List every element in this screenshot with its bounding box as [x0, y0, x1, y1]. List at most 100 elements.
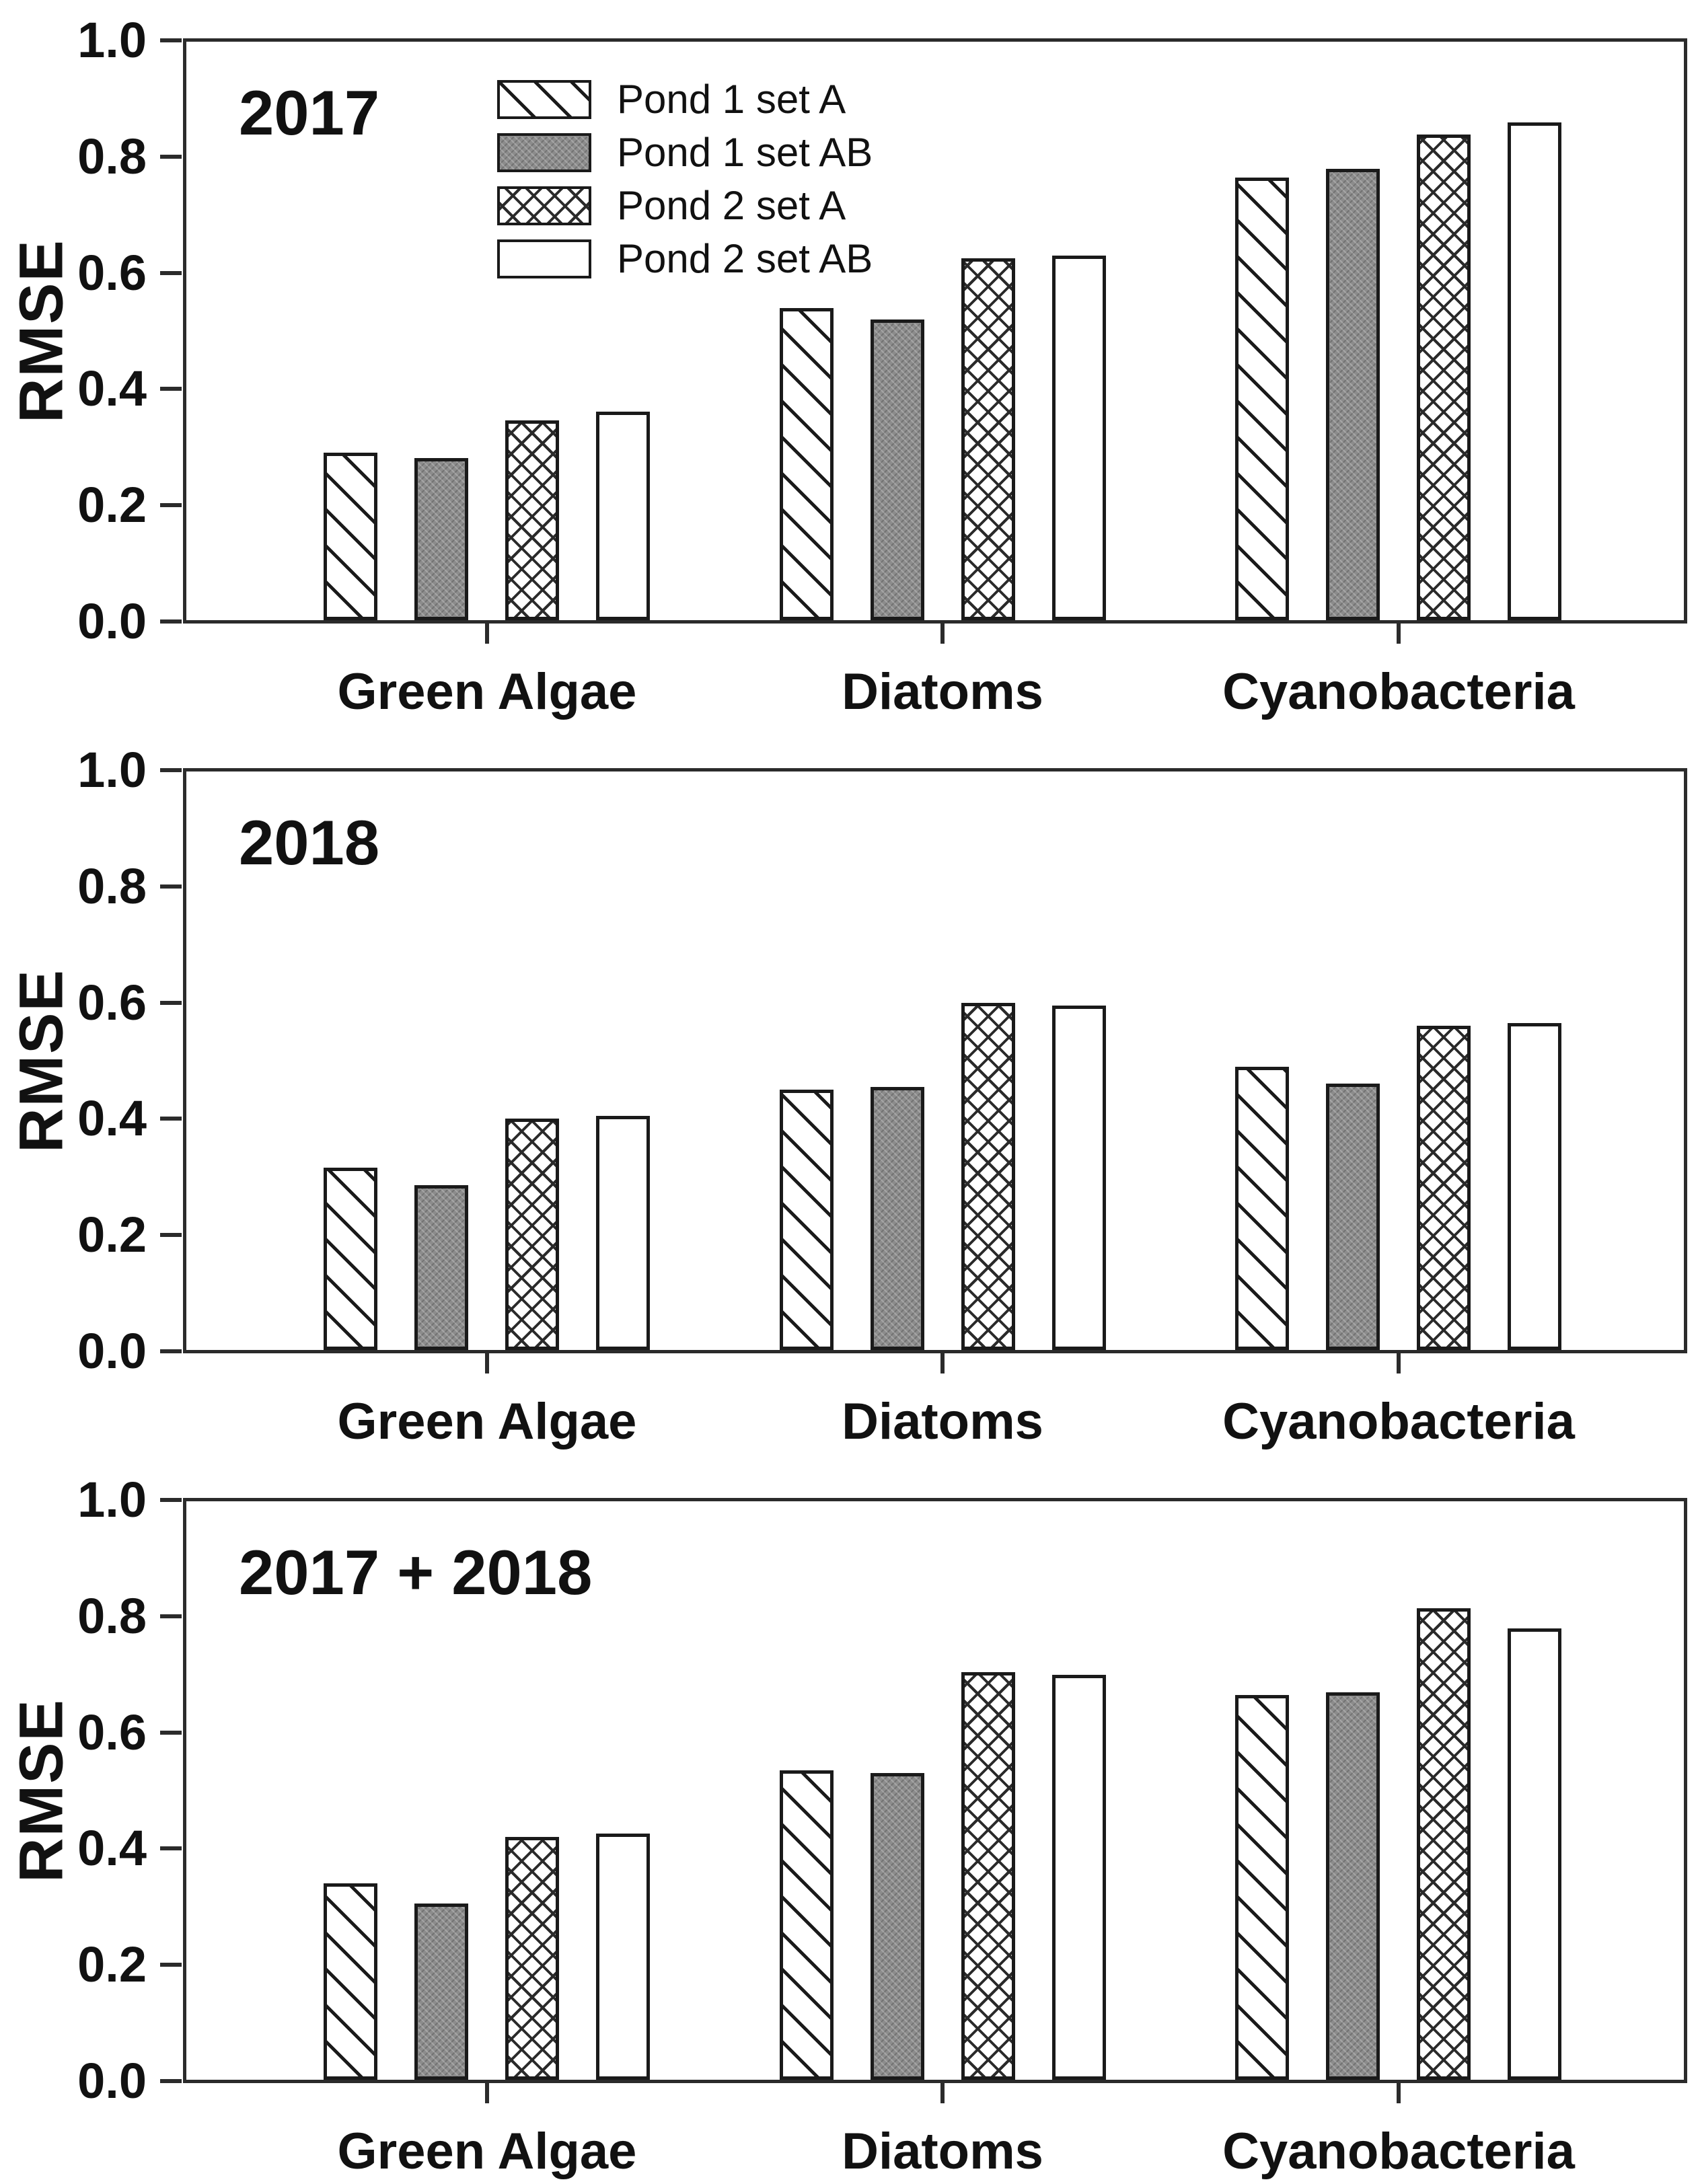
chart-panel-2017-2018: RMSE 2017 + 2018 0.0 0.2 0.4 0.6 0.8 1.0 Green… — [0, 1475, 1700, 2181]
y-axis-tick — [160, 155, 182, 159]
y-axis-tick-label: 0.6 — [77, 245, 147, 301]
y-axis-tick-label: 0.8 — [77, 1588, 147, 1644]
x-axis-tick — [940, 1353, 945, 1373]
y-axis-tick-label: 0.8 — [77, 858, 147, 914]
bar-diagonal-hatch — [1235, 1067, 1289, 1350]
x-axis-category-label: Cyanobacteria — [1222, 2123, 1575, 2180]
x-axis-tick — [1397, 624, 1401, 644]
y-axis-tick — [160, 38, 182, 42]
y-axis-tick-label: 1.0 — [77, 12, 147, 68]
x-axis-tick — [1397, 1353, 1401, 1373]
y-axis-tick — [160, 1846, 182, 1850]
y-axis-tick — [160, 1001, 182, 1005]
x-axis-category-label: Cyanobacteria — [1222, 663, 1575, 720]
bar-crosshatch — [505, 1119, 559, 1350]
x-axis-category-label: Diatoms — [842, 2123, 1043, 2180]
legend: Pond 1 set A Pond 1 set AB Pond 2 set A … — [497, 79, 873, 291]
bar-gray-dot-fill — [1326, 1084, 1380, 1350]
legend-label: Pond 1 set A — [617, 77, 846, 122]
bar-crosshatch — [1417, 135, 1471, 620]
bar-open-white — [596, 412, 650, 620]
x-axis-tick — [485, 2083, 489, 2103]
legend-swatch-crosshatch-icon — [497, 186, 591, 225]
y-axis-tick — [160, 1117, 182, 1121]
x-axis-tick — [485, 624, 489, 644]
legend-item: Pond 2 set AB — [497, 238, 873, 280]
legend-item: Pond 1 set AB — [497, 132, 873, 174]
bar-open-white — [1508, 122, 1561, 620]
bar-diagonal-hatch — [324, 1168, 377, 1350]
panel-title: 2017 + 2018 — [239, 1537, 593, 1608]
x-axis-category-label: Green Algae — [337, 663, 637, 720]
y-axis-tick-label: 0.2 — [77, 477, 147, 533]
bar-open-white — [1052, 1006, 1106, 1350]
x-axis-category-label: Diatoms — [842, 1393, 1043, 1450]
legend-label: Pond 2 set A — [617, 183, 846, 228]
y-axis-tick — [160, 1349, 182, 1353]
y-axis-tick-label: 0.2 — [77, 1207, 147, 1263]
x-axis-category-label: Diatoms — [842, 663, 1043, 720]
y-axis-tick-label: 0.4 — [77, 1820, 147, 1876]
bar-diagonal-hatch — [1235, 178, 1289, 620]
bar-crosshatch — [961, 1672, 1015, 2080]
bar-gray-dot-fill — [414, 1904, 468, 2080]
legend-label: Pond 1 set AB — [617, 130, 873, 175]
x-axis-category-label: Cyanobacteria — [1222, 1393, 1575, 1450]
y-axis-tick — [160, 2079, 182, 2083]
y-axis-tick — [160, 1614, 182, 1618]
y-axis-tick-label: 1.0 — [77, 1472, 147, 1528]
bar-crosshatch — [961, 1003, 1015, 1350]
bar-open-white — [596, 1116, 650, 1350]
legend-item: Pond 1 set A — [497, 79, 873, 120]
legend-label: Pond 2 set AB — [617, 236, 873, 281]
x-axis-tick — [940, 2083, 945, 2103]
y-axis-tick-label: 0.6 — [77, 975, 147, 1030]
panel-title: 2018 — [239, 807, 380, 878]
bar-gray-dot-fill — [871, 1087, 924, 1350]
y-axis-tick-label: 0.8 — [77, 128, 147, 184]
bar-open-white — [1508, 1023, 1561, 1350]
bar-gray-dot-fill — [871, 319, 924, 620]
y-axis-tick — [160, 1498, 182, 1502]
bar-open-white — [1052, 256, 1106, 620]
bar-gray-dot-fill — [414, 1185, 468, 1350]
bar-gray-dot-fill — [414, 458, 468, 620]
bar-diagonal-hatch — [780, 1090, 834, 1350]
plot-area: 2017 Pond 1 set A Pond 1 set AB Pond 2 s… — [183, 38, 1687, 624]
bar-open-white — [596, 1834, 650, 2080]
bar-diagonal-hatch — [324, 1883, 377, 2080]
x-axis-tick — [485, 1353, 489, 1373]
bar-diagonal-hatch — [780, 1770, 834, 2080]
y-axis-tick-label: 0.4 — [77, 1090, 147, 1146]
y-axis-tick — [160, 619, 182, 624]
bar-crosshatch — [505, 1837, 559, 2080]
bar-open-white — [1508, 1628, 1561, 2080]
legend-swatch-gray-fill-icon — [497, 133, 591, 172]
y-axis-tick-label: 0.6 — [77, 1704, 147, 1760]
x-axis-tick — [940, 624, 945, 644]
panel-title: 2017 — [239, 77, 380, 148]
bar-diagonal-hatch — [324, 453, 377, 620]
y-axis-tick-label: 0.0 — [77, 1323, 147, 1379]
chart-panel-2017: RMSE 2017 Pond 1 set A Pond 1 set AB Pon… — [0, 15, 1700, 721]
legend-swatch-diagonal-hatch-icon — [497, 80, 591, 119]
y-axis-tick — [160, 884, 182, 889]
y-axis-tick — [160, 387, 182, 391]
y-axis-tick — [160, 503, 182, 507]
y-axis-tick — [160, 1233, 182, 1237]
bar-gray-dot-fill — [1326, 1692, 1380, 2080]
legend-item: Pond 2 set A — [497, 185, 873, 227]
y-axis-tick — [160, 1963, 182, 1967]
y-axis-tick-label: 0.0 — [77, 593, 147, 649]
y-axis-tick-label: 0.4 — [77, 361, 147, 416]
y-axis-tick-label: 0.2 — [77, 1936, 147, 1992]
y-axis-tick-label: 1.0 — [77, 742, 147, 798]
y-axis-tick — [160, 768, 182, 772]
plot-area: 2018 — [183, 768, 1687, 1353]
chart-panel-2018: RMSE 2018 0.0 0.2 0.4 0.6 0.8 1.0 Green Algae D… — [0, 745, 1700, 1451]
bar-diagonal-hatch — [780, 308, 834, 620]
bar-crosshatch — [961, 258, 1015, 620]
bar-diagonal-hatch — [1235, 1695, 1289, 2080]
bar-crosshatch — [1417, 1608, 1471, 2080]
